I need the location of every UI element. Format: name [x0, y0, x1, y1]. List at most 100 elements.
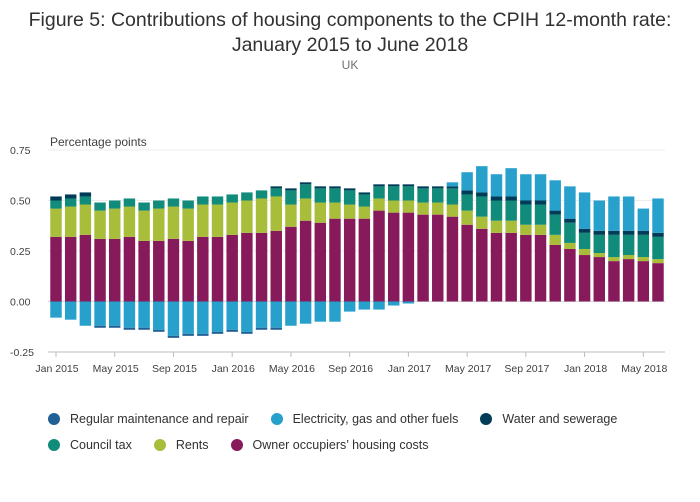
legend-swatch	[48, 439, 60, 451]
bar-segment	[79, 196, 92, 205]
bar-segment	[549, 210, 561, 215]
bar-segment	[50, 301, 62, 318]
bar-segment	[476, 166, 488, 193]
bar-segment	[608, 261, 620, 302]
bar-segment	[432, 214, 444, 302]
bar-segment	[329, 202, 341, 219]
bar-segment	[197, 196, 209, 205]
bar-segment	[197, 204, 209, 237]
bar-segment	[94, 301, 106, 326]
bar-segment	[564, 242, 576, 249]
bar-segment	[50, 208, 62, 237]
x-tick-label: May 2015	[93, 363, 139, 375]
x-tick-label: May 2016	[269, 363, 315, 375]
y-tick-label: 0.25	[10, 246, 31, 258]
bar-segment	[79, 204, 92, 235]
y-tick-label: -0.25	[10, 347, 34, 359]
x-tick-label: Jan 2018	[564, 363, 607, 375]
x-tick-label: Sep 2016	[328, 363, 373, 375]
bar-segment	[490, 196, 503, 201]
bar-segment	[153, 208, 165, 241]
bar-segment	[505, 232, 517, 302]
bar-segment	[387, 212, 400, 302]
bar-segment	[534, 174, 547, 201]
bar-segment	[314, 301, 327, 322]
bar-segment	[461, 172, 473, 191]
bar-segment	[255, 190, 268, 199]
bar-segment	[109, 208, 121, 239]
bar-segment	[226, 234, 238, 302]
bar-segment	[622, 196, 635, 231]
bar-segment	[446, 188, 459, 205]
bar-segment	[153, 301, 165, 330]
bar-segment	[608, 234, 620, 258]
bar-segment	[299, 220, 312, 302]
x-tick-label: Jan 2016	[212, 363, 255, 375]
bar-segment	[94, 238, 106, 302]
bar-segment	[167, 301, 180, 336]
bar-segment	[402, 301, 415, 304]
bar-segment	[637, 261, 650, 302]
bar-segment	[167, 238, 180, 302]
legend-item-electricity-gas-fuels[interactable]: Electricity, gas and other fuels	[270, 412, 458, 426]
bar-segment	[329, 301, 341, 322]
legend-item-regular-maintenance[interactable]: Regular maintenance and repair	[48, 412, 249, 426]
bar-segment	[79, 192, 92, 197]
bar-segment	[505, 220, 517, 233]
bar-segment	[373, 301, 385, 310]
bar-segment	[476, 228, 488, 302]
bar-segment	[549, 180, 561, 211]
bar-segment	[490, 200, 503, 221]
bar-segment	[329, 218, 341, 302]
y-tick-label: 0.50	[10, 196, 31, 208]
bar-segment	[211, 204, 224, 237]
bar-segment	[285, 226, 297, 302]
bar-segment	[373, 186, 385, 199]
bar-segment	[476, 196, 488, 217]
bar-segment	[652, 198, 664, 233]
legend-item-council-tax[interactable]: Council tax	[48, 438, 132, 452]
bar-segment	[446, 216, 459, 302]
bar-segment	[94, 210, 106, 239]
bar-segment	[637, 230, 650, 235]
legend-label: Rents	[175, 438, 209, 452]
bar-segment	[490, 174, 503, 197]
bar-segment	[358, 194, 371, 207]
bar-segment	[358, 206, 371, 219]
chart-subtitle: UK	[341, 58, 359, 72]
legend-row-1: Regular maintenance and repair Electrici…	[48, 406, 688, 432]
bar-segment	[358, 301, 371, 310]
bar-segment	[505, 168, 517, 197]
bar-segment	[197, 333, 209, 336]
bar-segment	[123, 206, 136, 237]
bar-segment	[637, 234, 650, 258]
bar-segment	[578, 228, 591, 233]
legend-item-owner-occupiers[interactable]: Owner occupiers’ housing costs	[230, 438, 429, 452]
bar-segment	[226, 202, 238, 235]
legend-row-2: Council tax Rents Owner occupiers’ housi…	[48, 432, 688, 458]
legend-label: Owner occupiers’ housing costs	[252, 438, 429, 452]
bar-segment	[446, 182, 459, 187]
legend-item-rents[interactable]: Rents	[153, 438, 209, 452]
bar-segment	[343, 301, 356, 312]
bar-segment	[211, 196, 224, 205]
bar-segment	[50, 196, 62, 201]
bar-segment	[241, 200, 253, 233]
bar-segment	[299, 184, 312, 199]
bar-segment	[153, 240, 165, 302]
y-tick-label: 0.00	[10, 297, 31, 309]
chart-title-line-2: January 2015 to June 2018	[231, 34, 469, 56]
bar-segment	[109, 325, 121, 328]
legend-item-water-sewerage[interactable]: Water and sewerage	[480, 412, 617, 426]
bar-segment	[109, 301, 121, 326]
bar-segment	[50, 236, 62, 302]
bar-segment	[608, 257, 620, 262]
bar-segment	[564, 186, 576, 219]
bar-segment	[578, 232, 591, 249]
bar-segment	[299, 198, 312, 221]
bar-segment	[373, 184, 385, 187]
bar-segment	[373, 198, 385, 211]
bar-segment	[578, 255, 591, 302]
bar-segment	[241, 331, 253, 334]
bar-segment	[549, 244, 561, 302]
